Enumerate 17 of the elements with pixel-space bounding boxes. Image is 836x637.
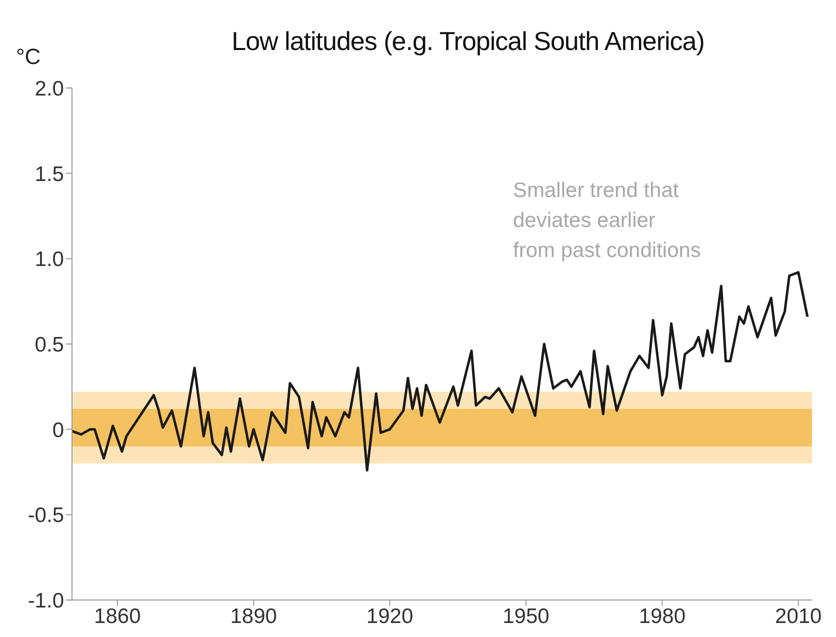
chart-title: Low latitudes (e.g. Tropical South America) <box>230 26 706 57</box>
x-tick-label: 1950 <box>502 604 550 628</box>
y-tick-label: -0.5 <box>28 504 64 528</box>
y-tick-label: 0 <box>52 418 64 442</box>
y-tick-label: 1.0 <box>34 248 64 272</box>
line-series <box>72 271 809 472</box>
x-tick-label: 1890 <box>230 604 277 628</box>
x-tick-label: 1980 <box>638 604 686 628</box>
y-tick-label: 0.5 <box>34 333 64 356</box>
y-tick-label: 1.5 <box>34 162 64 186</box>
annotation: Smaller trend that deviates earlier from past conditions <box>513 178 701 264</box>
y-tick-label: -1.0 <box>28 589 64 612</box>
x-tick-label: 1920 <box>366 604 414 628</box>
y-tick-label: 2.0 <box>34 77 64 100</box>
x-tick-label: 1860 <box>94 604 141 628</box>
x-tick-label: 2010 <box>775 604 822 628</box>
y-axis-title: °C <box>16 44 41 70</box>
